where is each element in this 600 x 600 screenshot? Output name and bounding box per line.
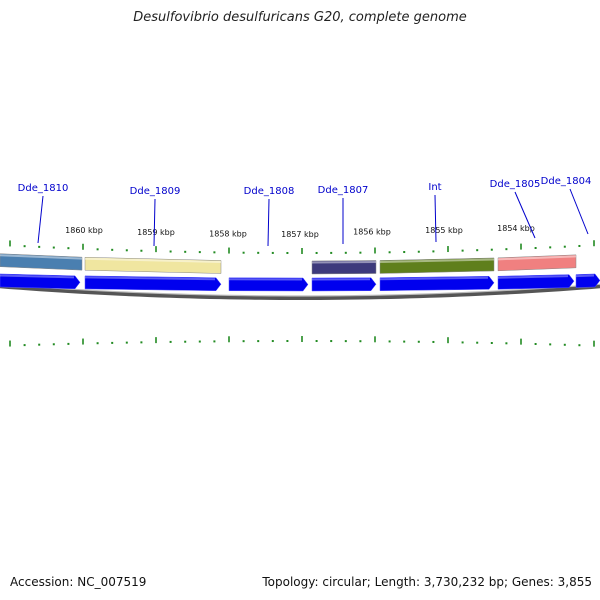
feature-bar xyxy=(379,257,495,274)
gene-label: Dde_1804 xyxy=(541,176,592,187)
strand-arrow-shine xyxy=(84,276,216,281)
gene-label: Int xyxy=(428,182,441,193)
scale-label: 1854 kbp xyxy=(497,224,535,233)
strand-arrow xyxy=(575,273,600,288)
scale-label: 1858 kbp xyxy=(209,230,247,239)
strand-arrow xyxy=(84,275,222,291)
gene-label: Dde_1807 xyxy=(318,185,369,196)
feature-bar-shine xyxy=(379,258,495,263)
feature-bar-shine xyxy=(0,254,83,260)
gene-leader-line xyxy=(569,188,589,235)
feature-bar xyxy=(84,256,222,274)
gene-leader-line xyxy=(37,195,44,244)
feature-bar-shine xyxy=(84,257,222,263)
scale-labels: 1860 kbp 1859 kbp 1858 kbp 1857 kbp 1856 kbp… xyxy=(65,224,535,239)
scale-label: 1857 kbp xyxy=(281,230,319,239)
accession-label: Accession: NC_007519 xyxy=(10,575,147,589)
feature-bar xyxy=(497,254,577,272)
feature-bar-shine xyxy=(497,255,577,261)
gene-leader-line xyxy=(153,198,156,247)
strand-arrow xyxy=(311,277,377,292)
strand-arrow-shine xyxy=(0,274,75,279)
gene-label: Dde_1809 xyxy=(130,186,181,197)
gene-leader-line xyxy=(434,194,437,243)
gene-label: Dde_1808 xyxy=(244,186,295,197)
gene-leader-line xyxy=(267,198,270,247)
scale-ticks-lower xyxy=(9,336,595,347)
genome-stats: Topology: circular; Length: 3,730,232 bp… xyxy=(262,575,592,589)
strand-arrow-shine xyxy=(497,275,569,279)
scale-label: 1855 kbp xyxy=(425,226,463,235)
scale-ticks-upper xyxy=(9,240,595,254)
strand-arrow-shine xyxy=(379,276,489,281)
scale-label: 1859 kbp xyxy=(137,228,175,237)
gene-labels: Dde_1810 Dde_1809 Dde_1808 Dde_1807 Int Dde_1… xyxy=(18,176,592,247)
feature-bar xyxy=(0,253,83,271)
strand-arrow xyxy=(379,276,495,291)
genome-backbone xyxy=(0,283,600,301)
scale-label: 1860 kbp xyxy=(65,226,103,235)
map-title: Desulfovibrio desulfuricans G20, complet… xyxy=(133,10,467,25)
backbone-highlight xyxy=(0,283,600,297)
feature-bar xyxy=(311,260,377,275)
strand-arrow xyxy=(497,274,575,290)
gene-label: Dde_1810 xyxy=(18,183,69,194)
strand-arrow-shine xyxy=(575,274,595,278)
backbone-line xyxy=(0,284,600,301)
feature-bars xyxy=(0,253,577,275)
strand-arrows xyxy=(0,273,600,292)
gene-leader-line xyxy=(514,191,536,239)
scale-label: 1856 kbp xyxy=(353,228,391,237)
strand-arrow xyxy=(228,277,309,292)
gene-label: Dde_1805 xyxy=(490,179,541,190)
strand-arrow xyxy=(0,273,81,290)
